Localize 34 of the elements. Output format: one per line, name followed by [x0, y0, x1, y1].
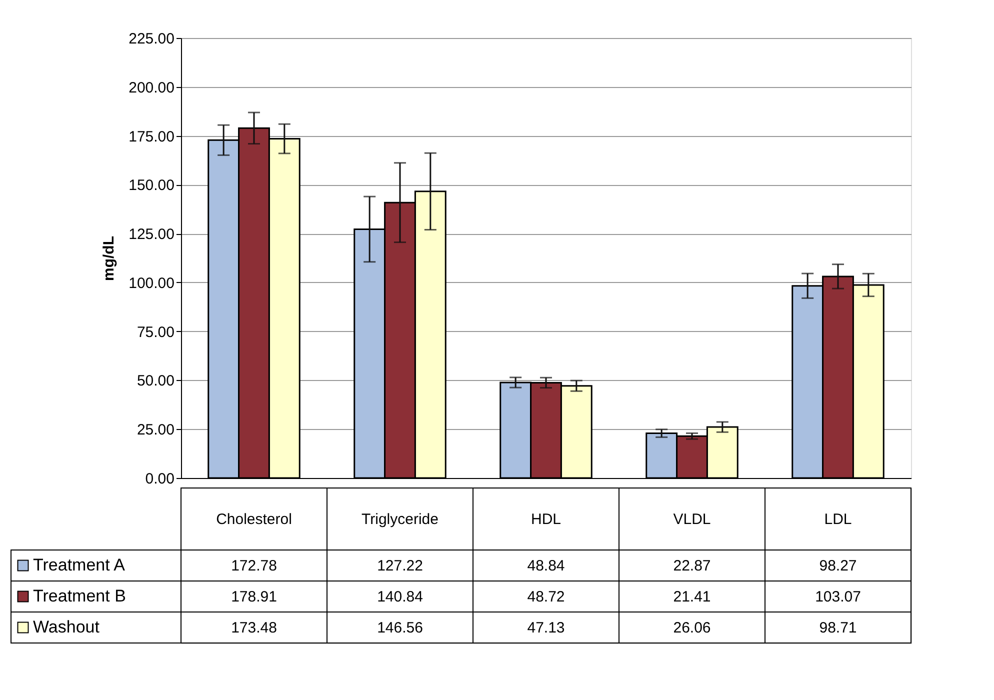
y-tick-label: 175.00: [128, 128, 174, 146]
x-tick-label: VLDL: [673, 511, 711, 528]
data-label: 173.48: [231, 620, 277, 636]
data-label: 103.07: [815, 588, 861, 606]
data-label: 140.84: [377, 588, 423, 606]
data-label: 127.22: [377, 558, 423, 574]
data-label: 48.72: [527, 588, 565, 606]
y-tick-label: 75.00: [136, 324, 174, 341]
x-tick-label: Triglyceride: [362, 511, 438, 528]
data-label: 146.56: [377, 620, 423, 636]
y-tick-label: 225.00: [128, 30, 174, 48]
y-tick-label: 100.00: [128, 274, 174, 292]
x-tick-label: LDL: [824, 511, 852, 528]
legend-label: Treatment A: [33, 556, 126, 574]
x-tick-label: HDL: [530, 511, 562, 528]
y-tick-label: 150.00: [128, 177, 174, 194]
y-tick-label: 200.00: [128, 79, 174, 96]
y-tick-label: 125.00: [128, 226, 174, 244]
data-label: 98.71: [819, 620, 857, 636]
data-label: 47.13: [527, 620, 565, 636]
y-tick-label: 50.00: [136, 372, 174, 390]
data-label: 48.84: [527, 558, 565, 574]
legend-label: Washout: [33, 618, 100, 636]
data-label: 22.87: [673, 558, 711, 574]
y-tick-label: 25.00: [136, 422, 174, 439]
data-label: 21.41: [673, 588, 711, 606]
y-tick-label: 0.00: [145, 470, 174, 488]
data-label: 26.06: [673, 620, 711, 636]
data-label: 98.27: [819, 558, 857, 574]
legend-label: Treatment B: [33, 586, 126, 606]
data-label: 178.91: [231, 588, 277, 606]
y-axis-title: mg/dL: [100, 236, 118, 281]
x-tick-label: Cholesterol: [216, 511, 292, 528]
data-label: 172.78: [231, 558, 277, 574]
